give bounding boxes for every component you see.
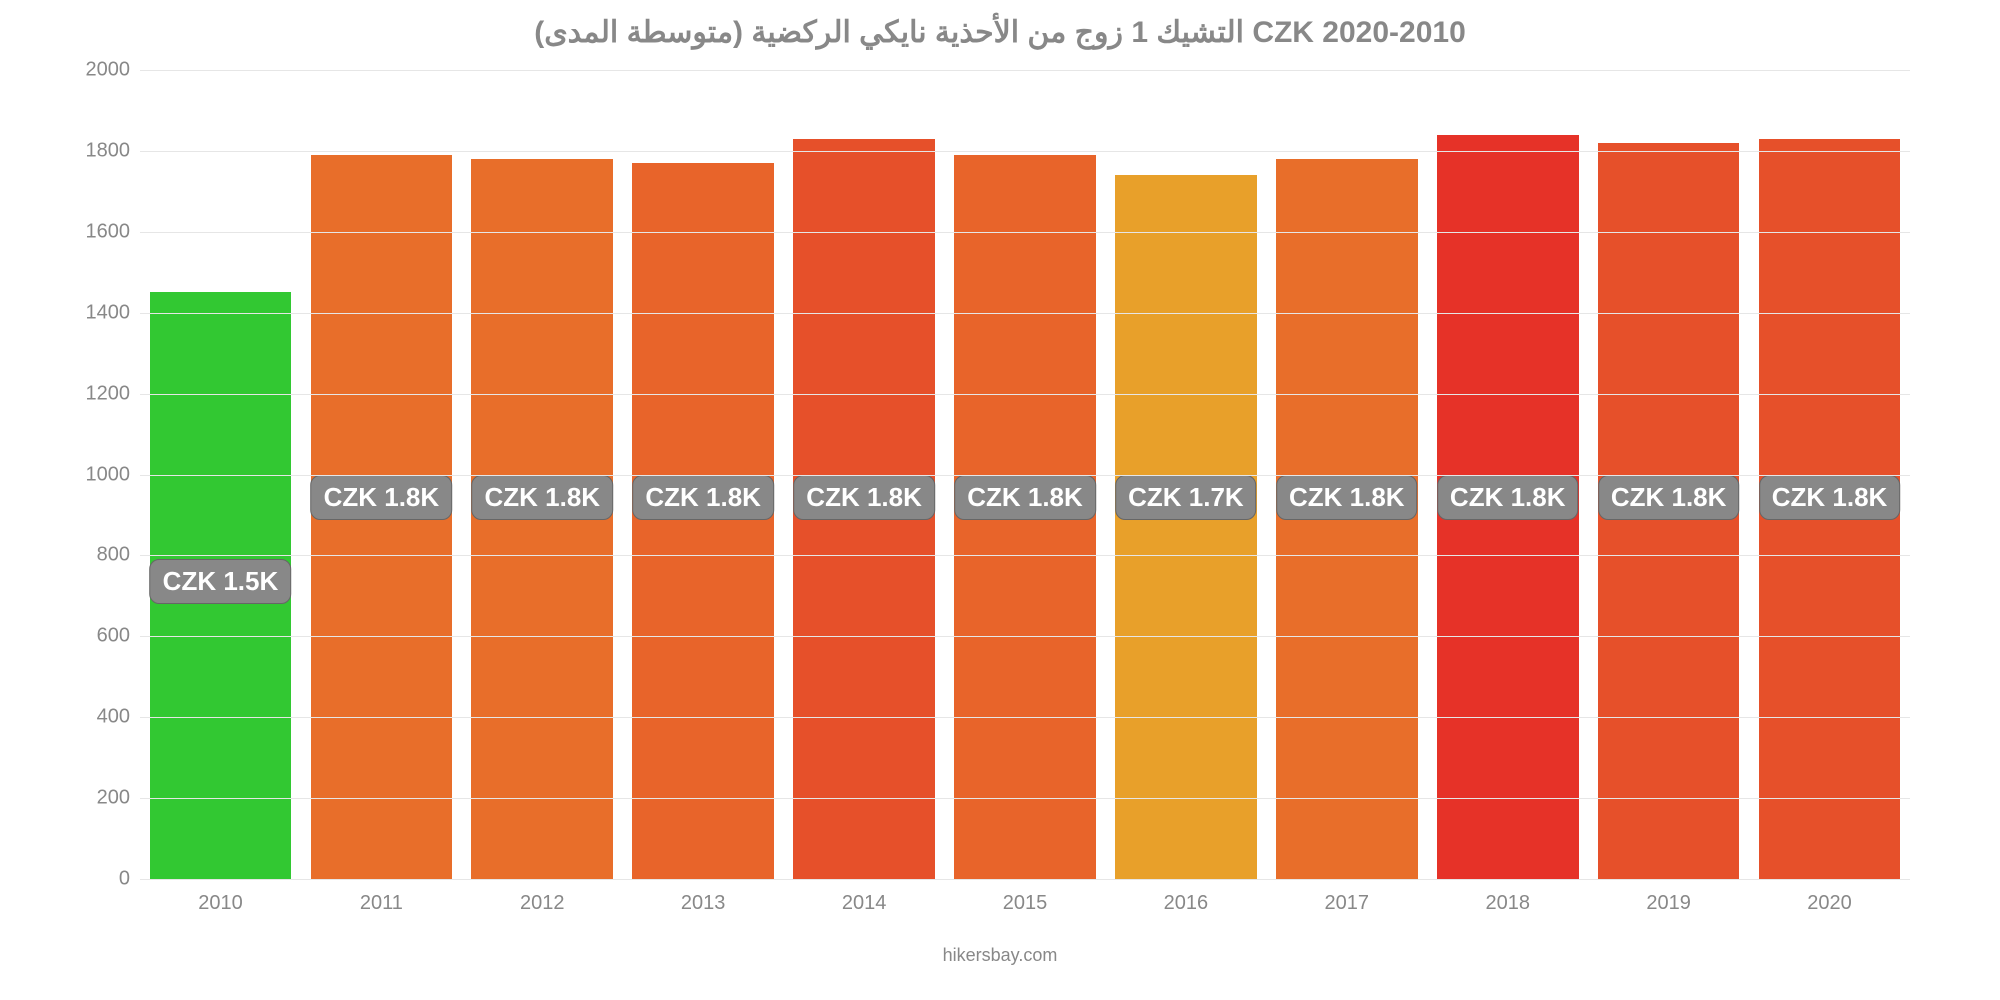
- value-badge: CZK 1.8K: [1437, 475, 1579, 520]
- gridline: [140, 232, 1910, 233]
- gridline: [140, 394, 1910, 395]
- gridline: [140, 798, 1910, 799]
- x-tick-label: 2016: [1105, 892, 1266, 915]
- gridline: [140, 636, 1910, 637]
- value-badge: CZK 1.7K: [1115, 475, 1257, 520]
- x-tick-label: 2011: [301, 892, 462, 915]
- x-tick-label: 2014: [784, 892, 945, 915]
- gridline: [140, 475, 1910, 476]
- x-tick-label: 2012: [462, 892, 623, 915]
- x-tick-label: 2010: [140, 892, 301, 915]
- gridline: [140, 717, 1910, 718]
- y-tick-label: 200: [97, 787, 140, 810]
- value-badge: CZK 1.8K: [1276, 475, 1418, 520]
- y-tick-label: 1200: [86, 382, 141, 405]
- x-tick-label: 2013: [623, 892, 784, 915]
- y-tick-label: 1400: [86, 301, 141, 324]
- y-tick-label: 1800: [86, 139, 141, 162]
- y-tick-label: 0: [119, 868, 140, 891]
- x-tick-label: 2015: [945, 892, 1106, 915]
- chart-title: التشيك 1 زوج من الأحذية نايكي الركضية (م…: [534, 15, 1466, 50]
- y-tick-label: 400: [97, 706, 140, 729]
- y-tick-label: 1000: [86, 463, 141, 486]
- value-badge: CZK 1.5K: [150, 559, 292, 604]
- value-badge: CZK 1.8K: [311, 475, 453, 520]
- value-badge: CZK 1.8K: [471, 475, 613, 520]
- x-axis-labels: 2010201120122013201420152016201720182019…: [140, 892, 1910, 915]
- gridline: [140, 151, 1910, 152]
- y-tick-label: 2000: [86, 59, 141, 82]
- x-tick-label: 2018: [1427, 892, 1588, 915]
- value-badge: CZK 1.8K: [954, 475, 1096, 520]
- plot-region: CZK 1.5K CZK 1.8K CZK 1.8K CZK 1.8K CZK 1.8K…: [140, 70, 1910, 880]
- gridline: [140, 70, 1910, 71]
- credit-text: hikersbay.com: [943, 945, 1058, 966]
- value-badge: CZK 1.8K: [1598, 475, 1740, 520]
- value-badge: CZK 1.8K: [632, 475, 774, 520]
- y-tick-label: 1600: [86, 220, 141, 243]
- x-tick-label: 2019: [1588, 892, 1749, 915]
- bar: [1115, 175, 1257, 879]
- gridline: [140, 313, 1910, 314]
- x-tick-label: 2017: [1266, 892, 1427, 915]
- chart-area: CZK 1.5K CZK 1.8K CZK 1.8K CZK 1.8K CZK 1.8K…: [60, 70, 1940, 940]
- gridline: [140, 879, 1910, 880]
- y-tick-label: 800: [97, 544, 140, 567]
- value-badge: CZK 1.8K: [1759, 475, 1901, 520]
- gridline: [140, 555, 1910, 556]
- value-badge: CZK 1.8K: [793, 475, 935, 520]
- y-tick-label: 600: [97, 625, 140, 648]
- bar: [632, 163, 774, 879]
- x-tick-label: 2020: [1749, 892, 1910, 915]
